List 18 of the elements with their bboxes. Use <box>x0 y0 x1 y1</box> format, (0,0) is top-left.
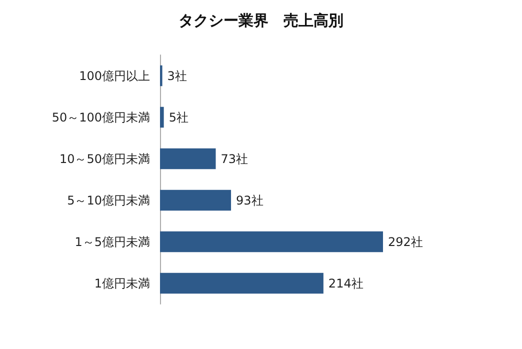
chart-title: タクシー業界 売上高別 <box>178 12 344 30</box>
data-label: 5社 <box>168 110 188 124</box>
y-tick-label: 10～50億円未満 <box>59 152 150 166</box>
y-tick-label: 1～5億円未満 <box>74 234 150 249</box>
data-label: 292社 <box>388 234 423 249</box>
y-tick-label: 50～100億円未満 <box>52 110 150 124</box>
y-tick-label: 1億円未満 <box>94 276 150 290</box>
y-tick-label: 100億円以上 <box>79 68 150 83</box>
bar <box>160 148 216 170</box>
bar <box>160 231 383 252</box>
bar <box>160 272 324 294</box>
data-label: 3社 <box>167 68 187 83</box>
data-label: 73社 <box>220 152 248 166</box>
bar <box>160 190 232 211</box>
y-tick-label: 5～10億円未満 <box>67 193 150 208</box>
data-label: 93社 <box>236 193 264 208</box>
bar <box>160 106 164 128</box>
data-label: 214社 <box>328 276 364 290</box>
